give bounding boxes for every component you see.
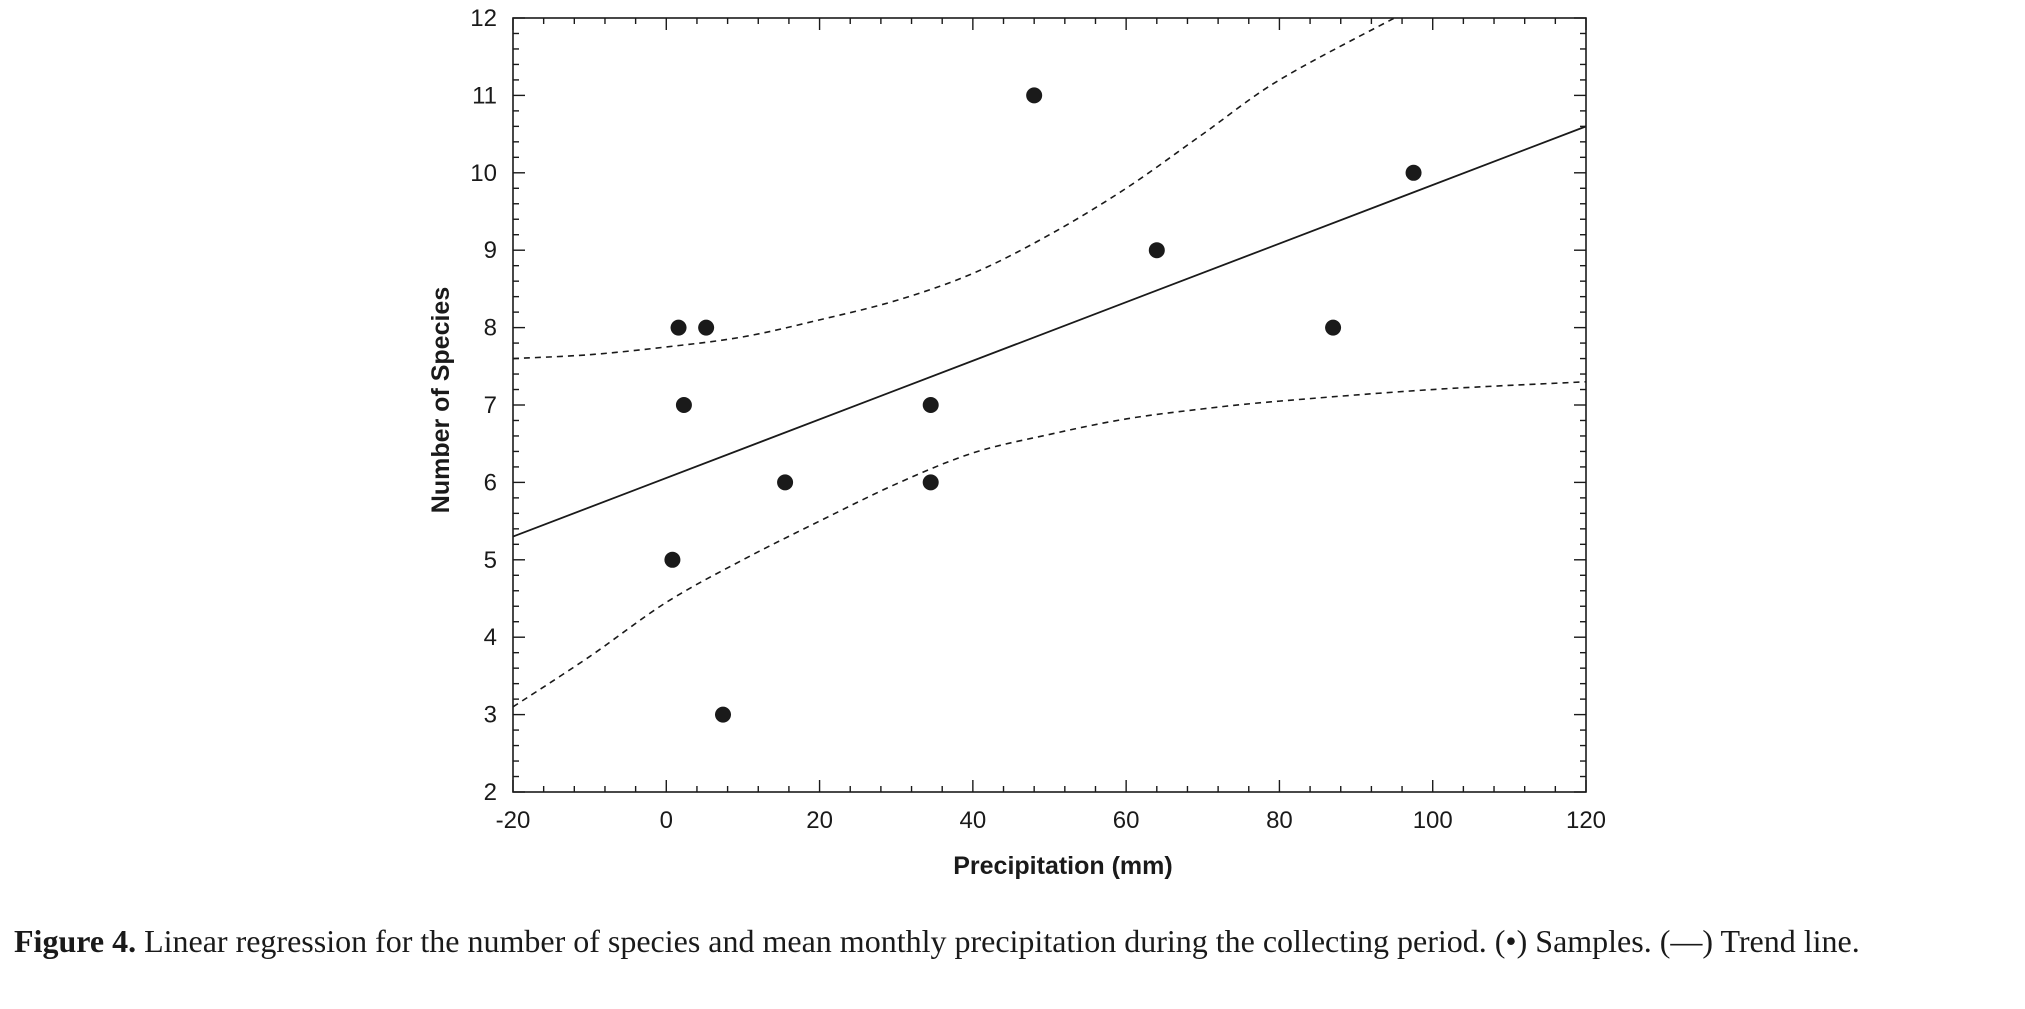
y-tick-label: 12 bbox=[470, 5, 497, 32]
scatter-chart: -20 0 20 40 60 80 100 120 2 3 4 5 6 7 8 9 10 11 12 Precip… bbox=[427, 5, 1606, 880]
x-tick-label: 0 bbox=[660, 807, 673, 834]
y-tick-label: 5 bbox=[484, 547, 497, 574]
figure-caption: Figure 4. Linear regression for the numb… bbox=[14, 918, 2014, 964]
figure: -20 0 20 40 60 80 100 120 2 3 4 5 6 7 8 9 10 11 12 Precip… bbox=[427, 5, 1606, 880]
x-tick-label: 40 bbox=[960, 807, 987, 834]
x-axis-title: Precipitation (mm) bbox=[953, 852, 1172, 880]
y-tick-label: 7 bbox=[484, 392, 497, 419]
plot-frame-group bbox=[512, 17, 1587, 793]
trend-line bbox=[513, 125, 1586, 538]
sample-point bbox=[1325, 319, 1342, 336]
y-tick-label: 2 bbox=[484, 779, 497, 806]
caption-text: Linear regression for the number of spec… bbox=[136, 923, 1860, 959]
y-tick-label: 3 bbox=[484, 702, 497, 729]
x-tick-label: 100 bbox=[1413, 807, 1453, 834]
sample-points bbox=[664, 87, 1422, 723]
y-tick-label: 10 bbox=[470, 160, 497, 187]
x-axis-ticks: -20 0 20 40 60 80 100 120 bbox=[496, 18, 1606, 834]
sample-point bbox=[1026, 87, 1043, 104]
upper-confidence-band bbox=[513, 18, 1395, 360]
sample-point bbox=[664, 551, 681, 568]
y-tick-label: 11 bbox=[472, 82, 497, 109]
sample-point bbox=[675, 397, 692, 413]
x-tick-label: 80 bbox=[1266, 807, 1293, 834]
plot-frame bbox=[512, 17, 1587, 793]
trend-line-group bbox=[513, 125, 1586, 538]
y-tick-label: 8 bbox=[484, 315, 497, 342]
sample-point bbox=[670, 319, 687, 336]
x-tick-label: -20 bbox=[496, 807, 531, 834]
lower-confidence-band bbox=[513, 380, 1586, 708]
x-tick-label: 120 bbox=[1566, 807, 1606, 834]
confidence-bands bbox=[513, 18, 1586, 708]
caption-label: Figure 4. bbox=[14, 923, 137, 959]
sample-point bbox=[1148, 242, 1165, 259]
sample-point bbox=[922, 397, 939, 413]
sample-point bbox=[777, 474, 794, 491]
y-tick-label: 4 bbox=[484, 624, 497, 651]
y-tick-label: 9 bbox=[484, 237, 497, 264]
sample-point bbox=[922, 474, 939, 491]
x-tick-label: 20 bbox=[806, 807, 833, 834]
sample-point bbox=[715, 706, 732, 723]
x-tick-label: 60 bbox=[1113, 807, 1140, 834]
y-axis-title: Number of Species bbox=[427, 287, 455, 513]
sample-point bbox=[1405, 164, 1422, 181]
y-axis-ticks: 2 3 4 5 6 7 8 9 10 11 12 bbox=[470, 5, 1586, 806]
sample-point bbox=[698, 319, 715, 336]
y-tick-label: 6 bbox=[484, 469, 497, 496]
